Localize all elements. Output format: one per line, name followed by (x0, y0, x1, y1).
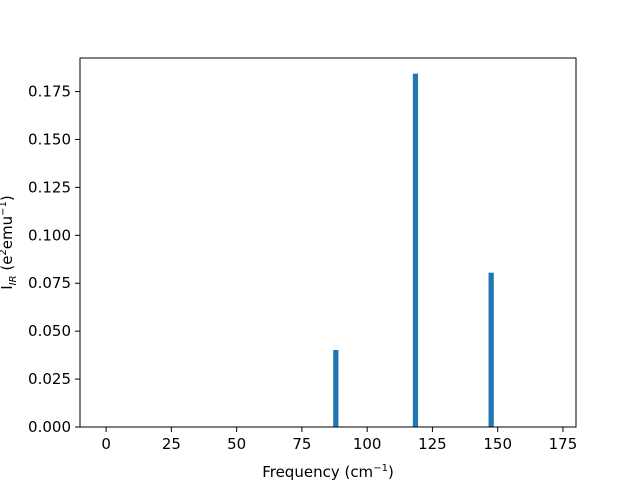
y-tick-label: 0.025 (28, 370, 71, 388)
x-tick-label: 0 (101, 435, 111, 453)
y-tick-label: 0.075 (28, 274, 71, 292)
bar-series (333, 73, 494, 427)
x-tick-label: 100 (353, 435, 382, 453)
x-axis-label-sup: −1 (373, 463, 388, 474)
x-tick-label: 50 (227, 435, 246, 453)
y-tick-label: 0.150 (28, 130, 71, 148)
x-tick-label: 150 (483, 435, 512, 453)
x-axis-label-suffix: ) (388, 463, 394, 480)
bar (488, 272, 494, 427)
x-tick-label: 25 (162, 435, 181, 453)
y-axis-label-main: I (0, 285, 16, 289)
y-tick-label: 0.050 (28, 322, 71, 340)
y-axis-label-sub: IR (8, 275, 19, 285)
y-tick-label: 0.000 (28, 418, 71, 436)
bar (333, 349, 339, 427)
x-tick-label: 175 (549, 435, 578, 453)
plot-frame (79, 57, 577, 428)
y-axis-label-sup1: 2 (0, 249, 9, 255)
y-tick-label: 0.125 (28, 178, 71, 196)
y-axis-label-rest: (e (0, 256, 16, 276)
x-tick-label: 125 (418, 435, 447, 453)
bar (412, 73, 419, 427)
y-axis-ticks: 0.000 0.025 0.050 0.075 0.100 0.125 0.150 0.175 (28, 83, 80, 436)
y-axis-label-sup2: −1 (0, 201, 9, 216)
x-axis-label: Frequency (cm−1) (262, 463, 394, 480)
x-axis-label-main: Frequency (cm (262, 463, 373, 480)
y-axis-label-end: ) (0, 195, 16, 201)
x-axis-ticks: 0 25 50 75 100 125 150 175 (101, 427, 577, 453)
x-tick-label: 75 (292, 435, 311, 453)
y-tick-label: 0.175 (28, 83, 71, 101)
y-axis-label-mid: emu (0, 216, 16, 249)
y-tick-label: 0.100 (28, 226, 71, 244)
y-axis-label: IIR (e2emu−1) (0, 195, 19, 290)
